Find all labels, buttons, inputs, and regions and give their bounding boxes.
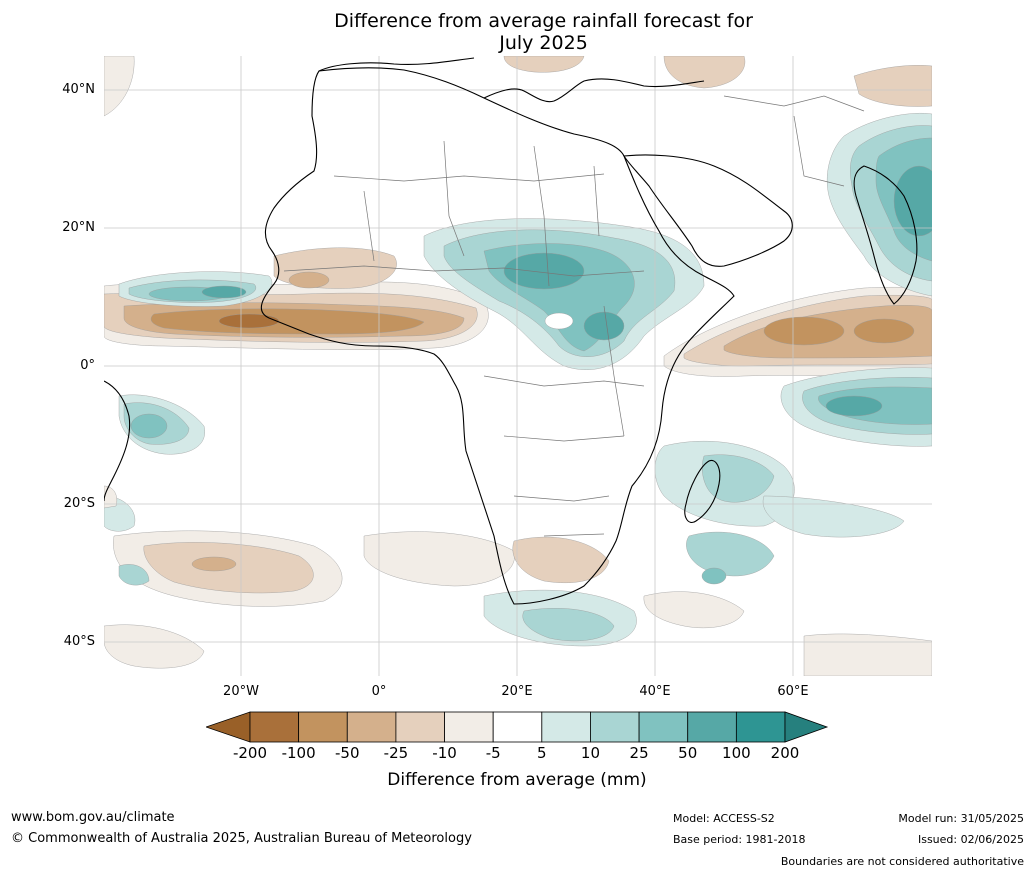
rainfall-anomaly-map [104, 56, 932, 676]
colorbar-cell [638, 711, 689, 743]
colorbar-tick-label: -200 [232, 744, 268, 762]
lon-label-20e: 20°E [501, 684, 533, 699]
colorbar-tick-label: 200 [770, 744, 800, 762]
colorbar-cell [687, 711, 737, 743]
boundary-disclaimer: Boundaries are not considered authoritat… [780, 855, 1024, 868]
lat-label-40s: 40°S [63, 634, 95, 649]
anomaly-shading [104, 56, 932, 676]
colorbar-tick-label: -5 [485, 744, 501, 762]
map-canvas [104, 56, 932, 676]
colorbar-cells [249, 711, 786, 743]
base-period: Base period: 1981-2018 [673, 833, 806, 846]
copyright-text: © Commonwealth of Australia 2025, Austra… [11, 831, 472, 846]
colorbar-cell [249, 711, 300, 743]
lon-label-40e: 40°E [639, 684, 671, 699]
colorbar-tick-label: 5 [537, 744, 547, 762]
colorbar-tick-label: -50 [335, 744, 360, 762]
issued-date: Issued: 02/06/2025 [917, 833, 1024, 846]
lat-label-0: 0° [80, 358, 95, 373]
lon-label-0: 0° [371, 684, 387, 699]
title-line-1: Difference from average rainfall forecas… [334, 10, 753, 32]
colorbar-cell [590, 711, 640, 743]
model-run-date: Model run: 31/05/2025 [898, 812, 1024, 825]
colorbar-over-arrow [784, 711, 829, 743]
colorbar-tick-label: -10 [432, 744, 457, 762]
colorbar-tick-label: -100 [281, 744, 316, 762]
lat-label-40n: 40°N [62, 82, 95, 97]
country-borders [283, 95, 865, 537]
colorbar-tick-label: -25 [383, 744, 409, 762]
colorbar-cell [735, 711, 786, 743]
legend-title: Difference from average (mm) [387, 770, 647, 790]
colorbar-cell [492, 711, 543, 743]
colorbar [206, 711, 829, 743]
colorbar-cell [541, 711, 591, 743]
lat-label-20n: 20°N [62, 220, 95, 235]
lon-label-20w: 20°W [223, 684, 259, 699]
lon-label-60e: 60°E [777, 684, 809, 699]
colorbar-tick-label: 100 [722, 744, 751, 762]
model-name: Model: ACCESS-S2 [673, 812, 775, 825]
colorbar-cell [395, 711, 445, 743]
colorbar-tick-label: 25 [629, 744, 649, 762]
coastlines [104, 57, 918, 605]
map-title: Difference from average rainfall forecas… [0, 10, 1035, 54]
colorbar-cell [298, 711, 348, 743]
colorbar-cell [444, 711, 494, 743]
colorbar-tick-label: 10 [580, 744, 600, 762]
website-link[interactable]: www.bom.gov.au/climate [11, 810, 175, 825]
graticule [104, 56, 932, 676]
lat-label-20s: 20°S [63, 496, 95, 511]
colorbar-tick-label: 50 [678, 744, 698, 762]
colorbar-under-arrow [206, 711, 251, 743]
colorbar-cell [346, 711, 397, 743]
title-line-2: July 2025 [499, 32, 588, 54]
